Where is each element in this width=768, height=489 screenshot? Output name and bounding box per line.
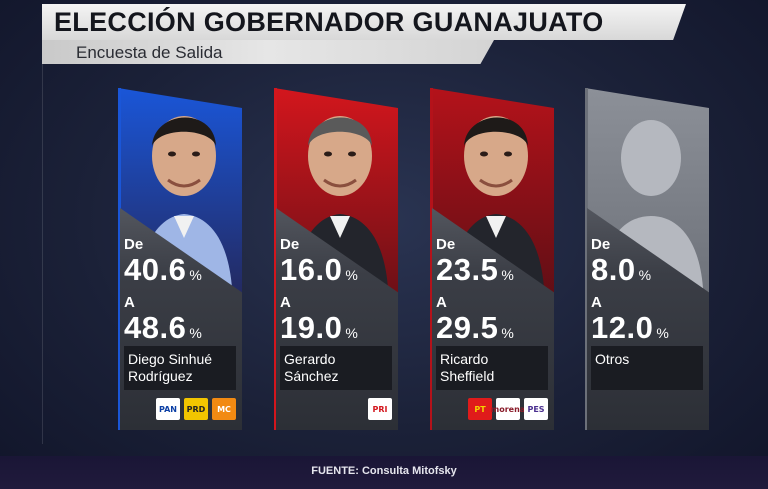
candidate-name: Otros: [595, 351, 630, 367]
party-logos: PAN PRD MC: [156, 398, 236, 420]
title-banner: ELECCIÓN GOBERNADOR GUANAJUATO: [42, 4, 686, 40]
candidate-name: Gerardo Sánchez: [284, 351, 339, 384]
range-to-value: 29.5%: [436, 310, 515, 345]
from-label: De: [436, 236, 456, 253]
page-title: ELECCIÓN GOBERNADOR GUANAJUATO: [54, 7, 604, 37]
to-label: A: [591, 294, 602, 311]
subtitle-banner: Encuesta de Salida: [42, 40, 494, 64]
mc-logo-icon: MC: [212, 398, 236, 420]
candidate-name-box: Otros: [591, 346, 703, 390]
party-logos: PT morena PES: [468, 398, 548, 420]
candidate-name-box: Diego Sinhué Rodríguez: [124, 346, 236, 390]
to-label: A: [124, 294, 135, 311]
candidate-card: De 23.5% A 29.5% Ricardo Sheffield PT mor…: [430, 88, 554, 430]
pri-logo-icon: PRI: [368, 398, 392, 420]
range-to-value: 19.0%: [280, 310, 359, 345]
from-label: De: [280, 236, 300, 253]
source-note: FUENTE: Consulta Mitofsky: [311, 465, 457, 477]
pt-logo-icon: PT: [468, 398, 492, 420]
candidate-name-box: Gerardo Sánchez: [280, 346, 392, 390]
footer-bar: FUENTE: Consulta Mitofsky: [0, 456, 768, 489]
range-from-value: 40.6%: [124, 252, 203, 287]
candidate-card: De 8.0% A 12.0% Otros: [585, 88, 709, 430]
to-label: A: [436, 294, 447, 311]
to-label: A: [280, 294, 291, 311]
range-to-value: 48.6%: [124, 310, 203, 345]
from-label: De: [591, 236, 611, 253]
candidate-name: Ricardo Sheffield: [440, 351, 495, 384]
range-from-value: 8.0%: [591, 252, 652, 287]
candidate-card: De 16.0% A 19.0% Gerardo Sánchez PRI: [274, 88, 398, 430]
page-subtitle: Encuesta de Salida: [76, 43, 223, 62]
range-from-value: 16.0%: [280, 252, 359, 287]
prd-logo-icon: PRD: [184, 398, 208, 420]
range-from-value: 23.5%: [436, 252, 515, 287]
morena-logo-icon: morena: [491, 398, 525, 420]
pes-logo-icon: PES: [524, 398, 548, 420]
pan-logo-icon: PAN: [156, 398, 180, 420]
candidate-card: De 40.6% A 48.6% Diego Sinhué Rodríguez …: [118, 88, 242, 430]
range-to-value: 12.0%: [591, 310, 670, 345]
candidate-name: Diego Sinhué Rodríguez: [128, 351, 213, 384]
party-logos: PRI: [368, 398, 392, 420]
from-label: De: [124, 236, 144, 253]
candidate-name-box: Ricardo Sheffield: [436, 346, 548, 390]
frame-divider: [42, 64, 43, 444]
